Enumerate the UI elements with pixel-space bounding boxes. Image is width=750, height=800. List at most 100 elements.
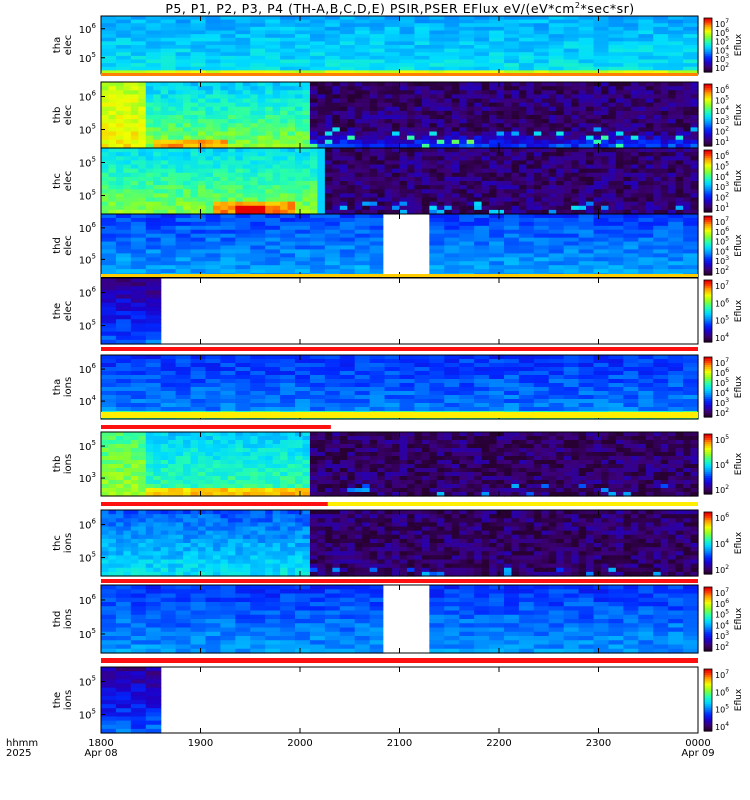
heatmap-cell — [653, 26, 669, 32]
heatmap-cell — [645, 209, 654, 215]
heatmap-cell — [533, 131, 542, 137]
heatmap-cell — [295, 375, 311, 380]
heatmap-cell — [444, 152, 453, 157]
heatmap-cell — [115, 160, 124, 166]
heatmap-cell — [593, 359, 610, 364]
colorbar-cell — [704, 48, 712, 51]
heatmap-cell — [392, 181, 401, 186]
heatmap-cell — [287, 164, 296, 170]
heatmap-cell — [145, 363, 162, 368]
heatmap-cell — [108, 472, 117, 477]
heatmap-cell — [660, 127, 669, 133]
heatmap-cell — [451, 135, 460, 141]
colorbar-tick-base: 10 — [715, 334, 725, 343]
heatmap-cell — [130, 359, 147, 364]
heatmap-cell — [503, 375, 520, 380]
heatmap-cell — [414, 123, 423, 128]
heatmap-cell — [257, 86, 266, 91]
heatmap-cell — [101, 464, 110, 469]
heatmap-cell — [324, 193, 333, 199]
heatmap-cell — [101, 193, 110, 199]
heatmap-cell — [571, 106, 580, 112]
heatmap-cell — [429, 245, 445, 251]
colorbar-cell — [704, 225, 712, 229]
heatmap-cell — [115, 90, 124, 95]
heatmap-cell — [414, 30, 430, 35]
heatmap-cell — [212, 119, 221, 124]
heatmap-cell — [324, 367, 341, 372]
heatmap-cell — [459, 23, 475, 28]
heatmap-cell — [115, 339, 132, 345]
heatmap-cell — [138, 193, 147, 199]
heatmap-cell — [347, 90, 356, 95]
heatmap-cell — [175, 193, 184, 199]
heatmap-cell — [354, 249, 371, 254]
heatmap-cell — [533, 119, 542, 124]
heatmap-cell — [414, 375, 430, 380]
heatmap-cell — [623, 261, 639, 266]
heatmap-cell — [503, 261, 520, 266]
heatmap-cell — [101, 135, 110, 141]
heatmap-cell — [377, 152, 386, 157]
heatmap-cell — [295, 407, 311, 412]
heatmap-cell — [145, 294, 162, 300]
heatmap-cell — [250, 383, 266, 388]
heatmap-cell — [190, 63, 207, 68]
heatmap-cell — [459, 221, 475, 227]
heatmap-cell — [421, 152, 430, 157]
heatmap-cell — [623, 403, 639, 408]
heatmap-cell — [280, 26, 296, 32]
heatmap-cell — [563, 168, 572, 174]
heatmap-cell — [339, 233, 356, 239]
heatmap-cell — [384, 391, 401, 396]
heatmap-cell — [541, 90, 550, 95]
heatmap-cell — [436, 181, 445, 186]
heatmap-cell — [369, 237, 386, 243]
heatmap-cell — [227, 90, 236, 95]
heatmap-cell — [683, 37, 699, 42]
heatmap-cell — [429, 102, 438, 108]
heatmap-cell — [653, 233, 669, 239]
heatmap-cell — [653, 399, 669, 404]
heatmap-cell — [489, 152, 498, 157]
heatmap-cell — [302, 106, 311, 112]
colorbar-cell — [704, 325, 712, 329]
heatmap-cell — [354, 403, 371, 408]
heatmap-cell — [377, 115, 386, 120]
heatmap-cell — [377, 86, 386, 91]
heatmap-cell — [265, 225, 281, 231]
heatmap-cell — [145, 261, 162, 266]
heatmap-cell — [593, 156, 602, 161]
heatmap-cell — [235, 34, 251, 39]
heatmap-cell — [220, 90, 229, 95]
heatmap-cell — [145, 221, 162, 227]
heatmap-cell — [444, 217, 460, 223]
heatmap-cell — [354, 383, 371, 388]
heatmap-cell — [526, 102, 535, 108]
heatmap-cell — [250, 197, 259, 203]
heatmap-cell — [235, 209, 244, 215]
heatmap-cell — [638, 265, 654, 270]
colorbar-tick-exponent: 5 — [725, 160, 729, 167]
heatmap-cell — [563, 209, 572, 215]
heatmap-cell — [160, 403, 177, 408]
heatmap-cell — [257, 185, 266, 190]
heatmap-cell — [489, 181, 498, 186]
heatmap-cell — [272, 156, 281, 161]
heatmap-cell — [332, 94, 341, 100]
heatmap-cell — [242, 102, 251, 108]
heatmap-cell — [242, 160, 251, 166]
heatmap-cell — [369, 185, 378, 190]
heatmap-cell — [421, 209, 430, 215]
heatmap-cell — [600, 205, 610, 211]
colorbar-cell — [704, 306, 712, 310]
heatmap-cell — [145, 152, 154, 157]
colorbar-cell — [704, 201, 712, 205]
heatmap-cell — [324, 48, 341, 53]
heatmap-cell — [354, 371, 371, 376]
heatmap-cell — [138, 209, 147, 215]
heatmap-cell — [608, 407, 624, 412]
heatmap-cell — [377, 201, 386, 207]
heatmap-cell — [533, 245, 550, 251]
heatmap-cell — [198, 197, 207, 203]
